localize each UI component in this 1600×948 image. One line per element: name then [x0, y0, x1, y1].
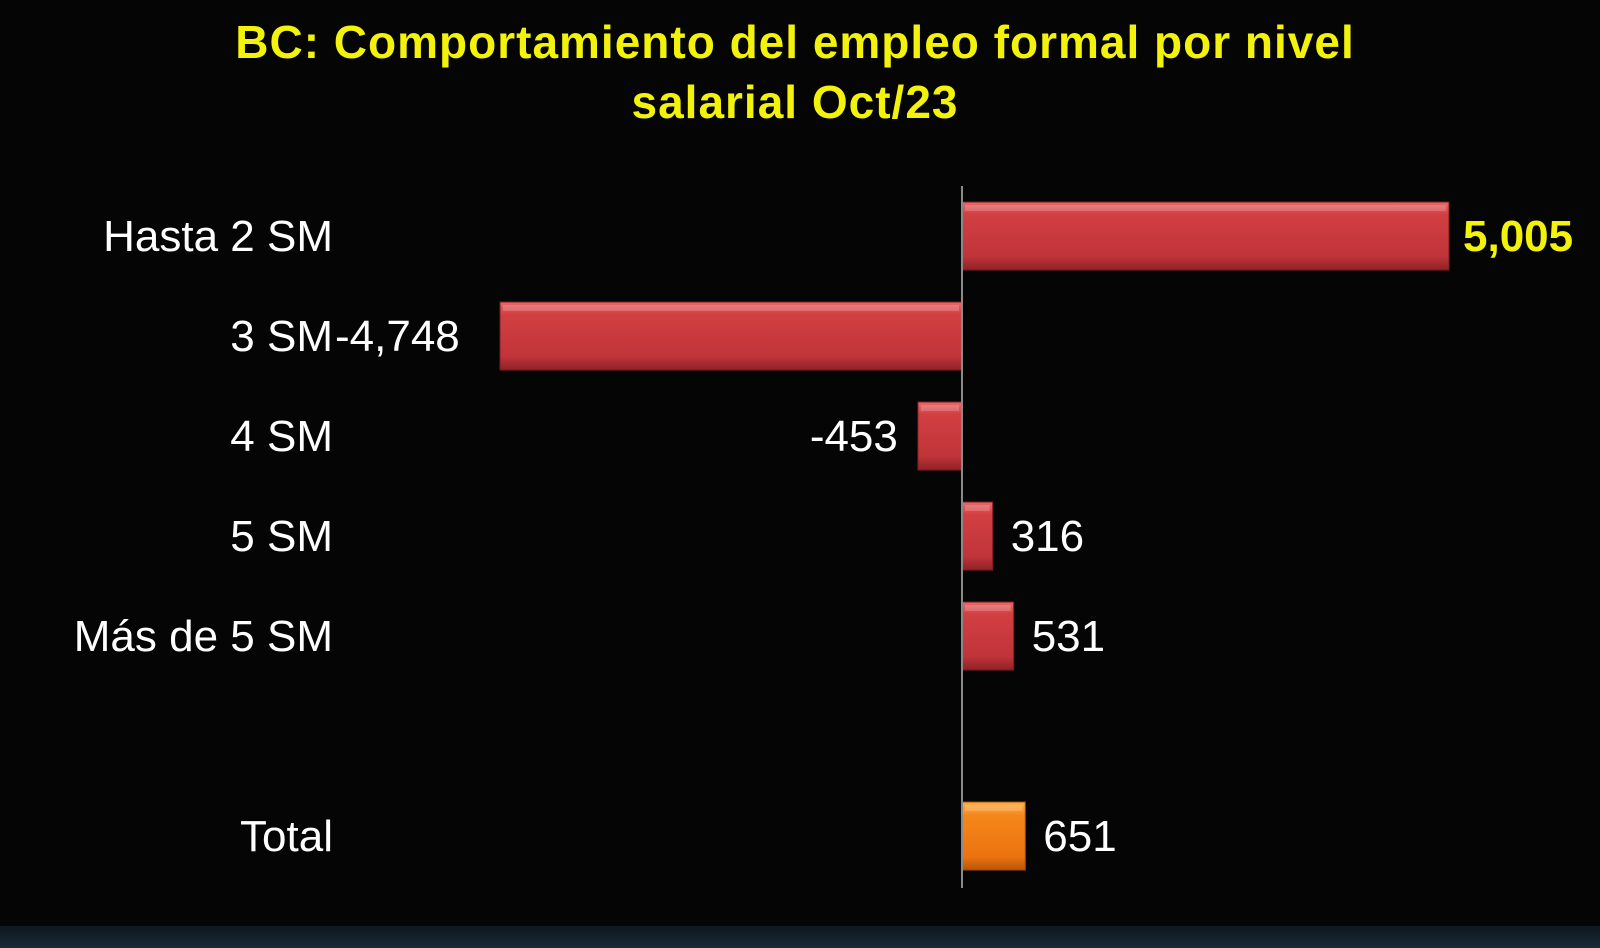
- chart-title-line-1: BC: Comportamiento del empleo formal por…: [235, 16, 1355, 68]
- data-label-hasta-2-sm: 5,005: [1463, 212, 1573, 261]
- bar-4-sm: [917, 401, 963, 471]
- category-label-mas-de-5-sm: Más de 5 SM: [74, 612, 333, 661]
- data-label-total: 651: [1043, 812, 1116, 861]
- chart-title-line-2: salarial Oct/23: [631, 76, 959, 128]
- data-label-mas-de-5-sm: 531: [1032, 612, 1105, 661]
- bar-highlight-total: [965, 805, 1023, 811]
- bottom-border-strip: [0, 926, 1600, 948]
- category-label-3-sm: 3 SM: [230, 312, 333, 361]
- bar-3-sm: [499, 301, 963, 371]
- chart-title: BC: Comportamiento del empleo formal por…: [80, 12, 1510, 132]
- category-label-5-sm: 5 SM: [230, 512, 333, 561]
- bar-5-sm: [961, 501, 994, 571]
- bar-highlight-5-sm: [965, 505, 990, 511]
- data-label-5-sm: 316: [1011, 512, 1084, 561]
- data-label-4-sm: -453: [810, 412, 898, 461]
- bar-hasta-2-sm: [961, 201, 1450, 271]
- data-label-3-sm: -4,748: [335, 312, 460, 361]
- category-label-total: Total: [240, 812, 333, 861]
- bar-highlight-4-sm: [920, 405, 959, 411]
- bar-mas-de-5-sm: [961, 601, 1015, 671]
- bar-total: [961, 801, 1026, 871]
- bars-layer: [499, 186, 1450, 888]
- bar-highlight-mas-de-5-sm: [965, 605, 1011, 611]
- category-label-4-sm: 4 SM: [230, 412, 333, 461]
- category-label-hasta-2-sm: Hasta 2 SM: [103, 212, 333, 261]
- labels-layer: Hasta 2 SM 5,005 3 SM -4,748 4 SM -453 5 SM 316…: [74, 212, 1573, 861]
- bar-highlight-3-sm: [503, 305, 959, 311]
- bar-highlight-hasta-2-sm: [965, 205, 1446, 211]
